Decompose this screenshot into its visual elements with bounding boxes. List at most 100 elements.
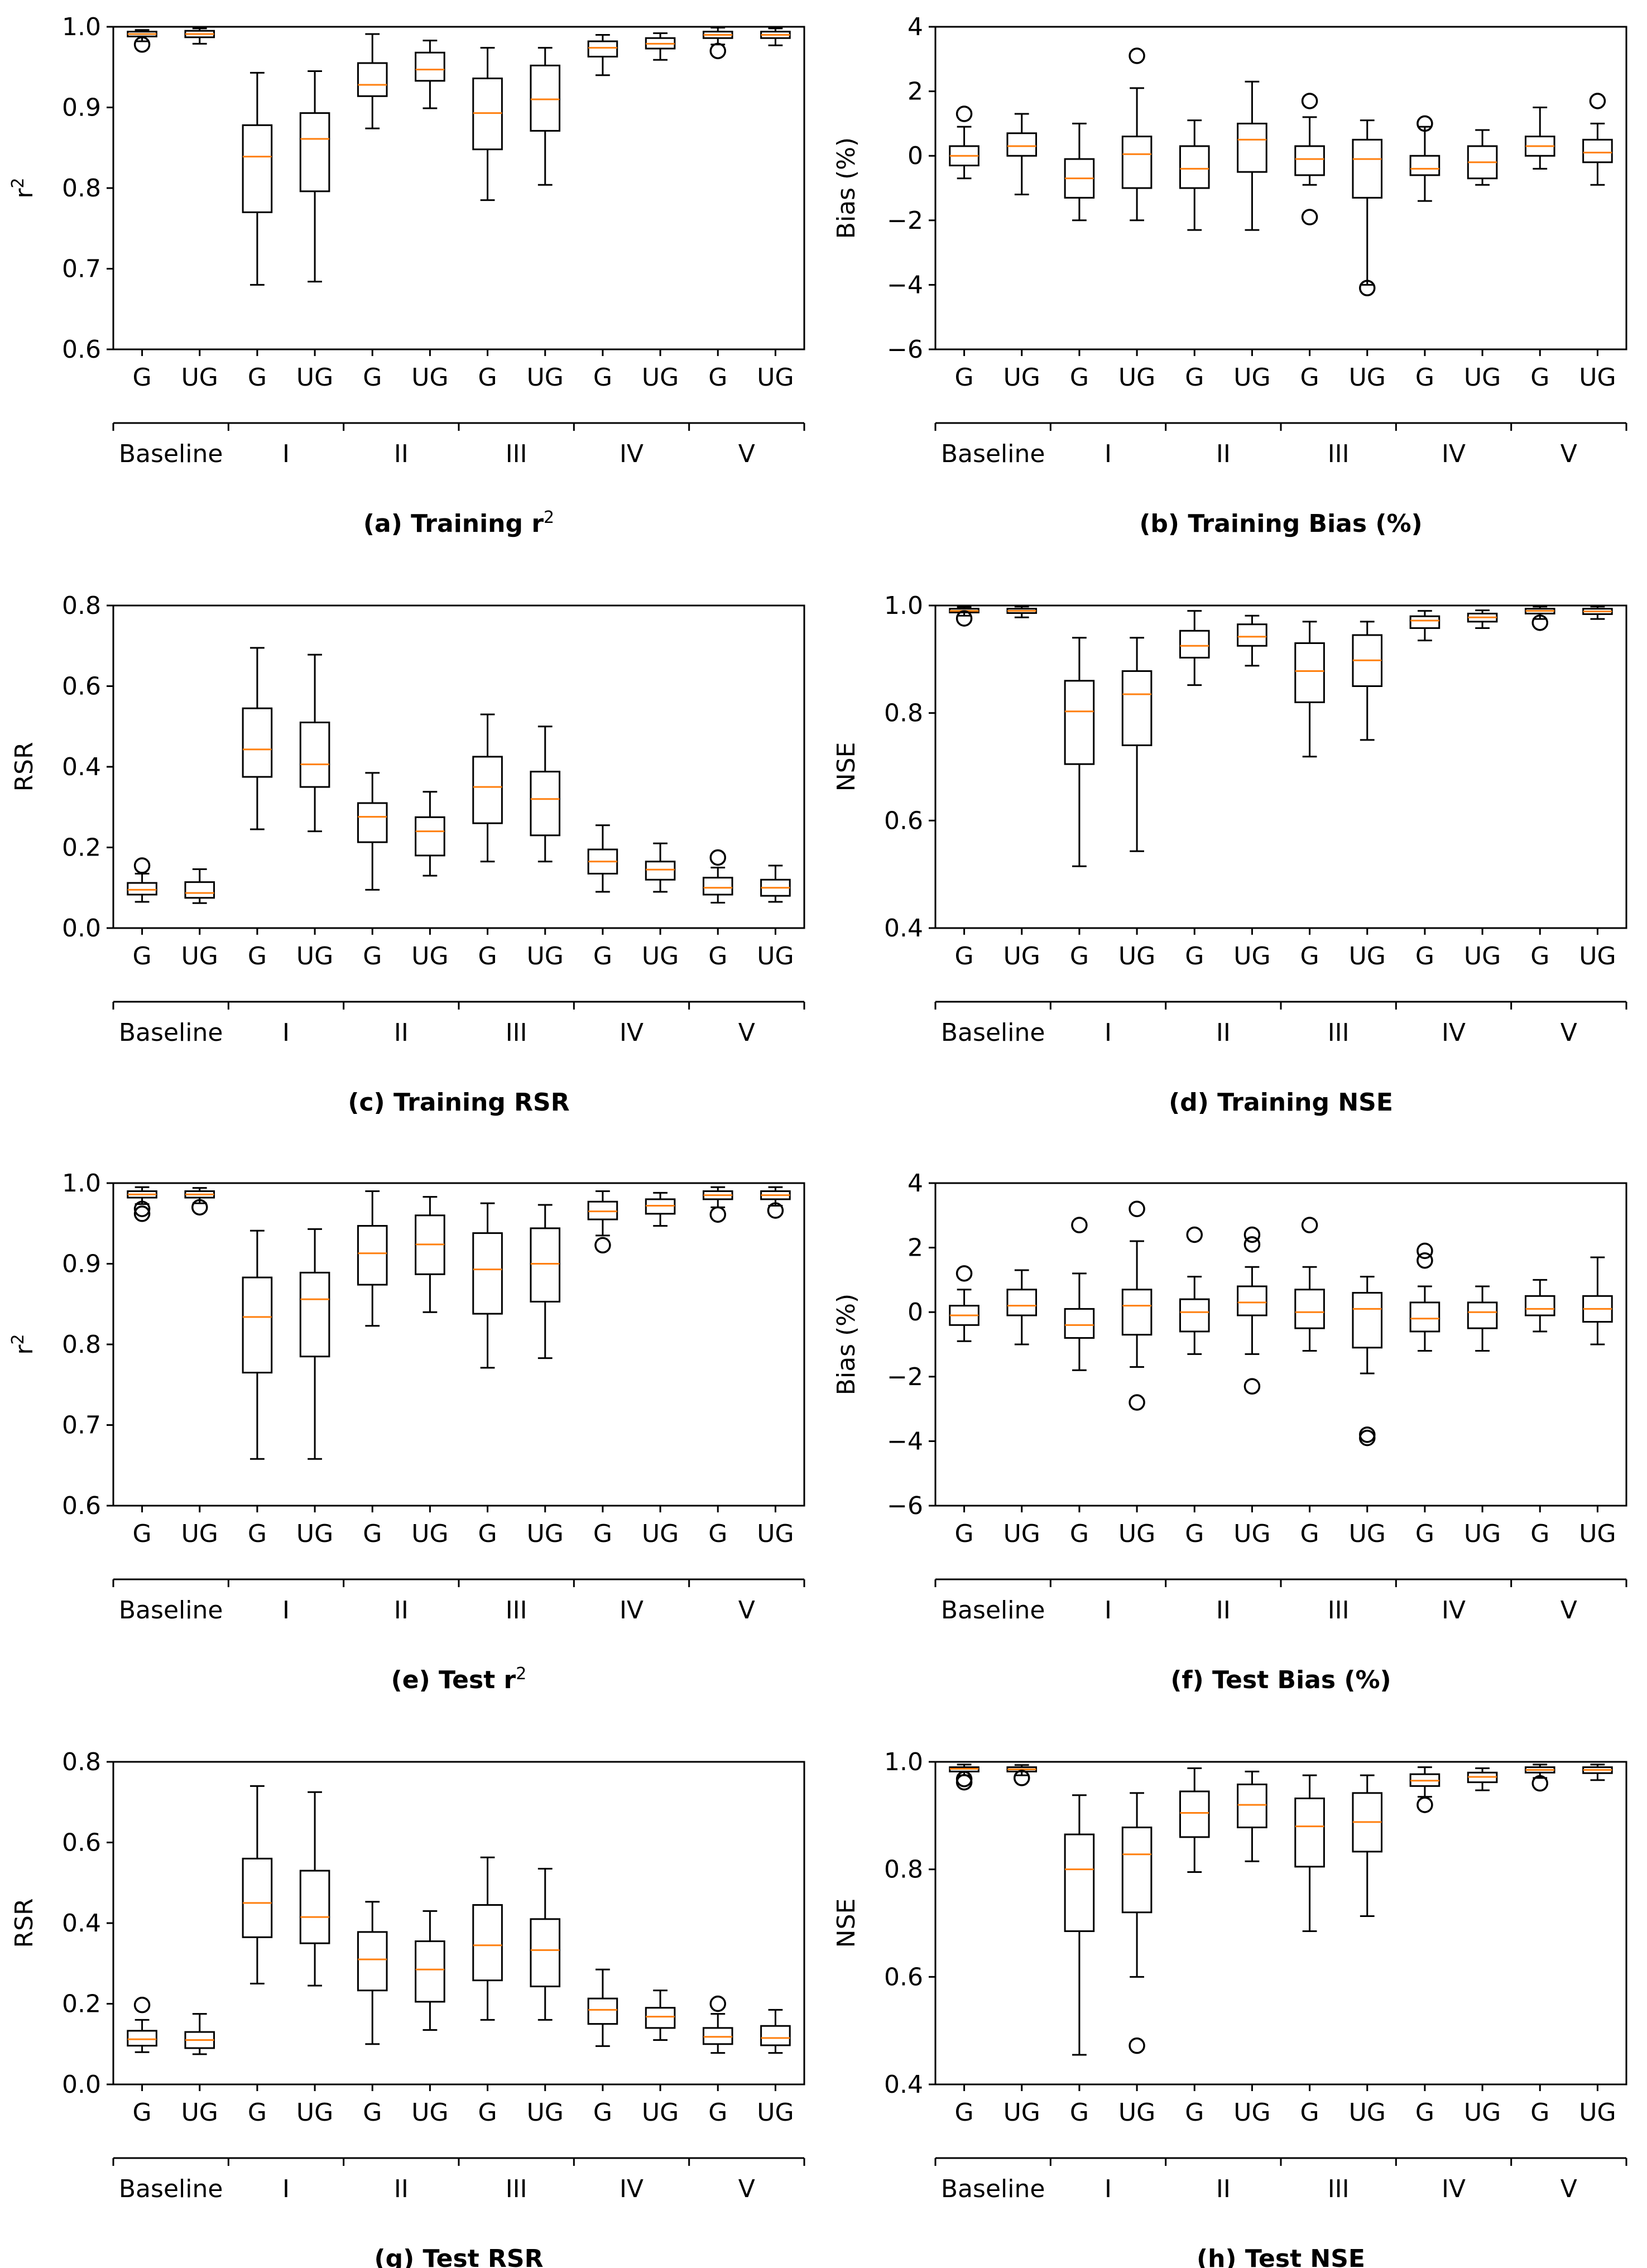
box-g <box>127 1996 157 2053</box>
panel-caption: (e) Test r2 <box>391 1664 527 1694</box>
x-tick-label: UG <box>296 2098 333 2127</box>
box-iqr <box>127 882 157 896</box>
box-ug <box>1582 1256 1613 1346</box>
box-iqr <box>1237 1783 1267 1829</box>
group-label: III <box>1328 1596 1350 1625</box>
x-tick-label: UG <box>1003 363 1040 392</box>
x-tick-label: G <box>363 1520 382 1548</box>
box-ug <box>184 2013 215 2055</box>
panel-d: 0.4 0.6 0.8 1.0 NSE G UG G UG G UG G UG G UG G UG Baselin… <box>832 592 1627 1117</box>
group-label: V <box>1560 1596 1577 1625</box>
box-iqr <box>587 40 618 57</box>
y-tick-label: 0.8 <box>62 592 101 620</box>
x-tick-label: G <box>478 942 497 970</box>
x-tick-label: UG <box>1349 1520 1386 1548</box>
x-tick-label: G <box>248 2098 267 2127</box>
group-label: V <box>1560 1018 1577 1047</box>
box-ug <box>184 27 215 45</box>
box-ug <box>645 842 676 893</box>
y-tick-label: 0.6 <box>62 1829 101 1857</box>
outlier-point <box>1416 1242 1433 1260</box>
outlier-point <box>1071 1217 1088 1233</box>
outlier-point <box>1243 1378 1261 1395</box>
x-tick-label: G <box>1300 942 1319 970</box>
x-tick-label: UG <box>757 363 794 392</box>
x-tick-label: UG <box>1118 2098 1155 2127</box>
box-iqr <box>242 124 273 213</box>
box-ug <box>530 1204 561 1359</box>
x-tick-label: G <box>708 942 727 970</box>
box-ug <box>645 1191 676 1227</box>
x-tick-label: G <box>478 1520 497 1548</box>
group-label: II <box>394 2175 409 2203</box>
x-tick-label: UG <box>1233 363 1270 392</box>
x-tick-label: UG <box>642 2098 679 2127</box>
x-tick-label: UG <box>527 363 564 392</box>
y-tick-label: 1.0 <box>884 592 923 620</box>
y-tick-label: 0.0 <box>62 914 101 943</box>
group-label: III <box>506 1018 527 1047</box>
box-ug <box>645 1990 676 2041</box>
y-tick-label: 0.8 <box>62 1748 101 1776</box>
x-tick-label: G <box>955 942 974 970</box>
box-iqr <box>242 1276 273 1374</box>
group-label: III <box>506 1596 527 1625</box>
group-label: V <box>738 440 755 468</box>
box-g <box>949 1764 979 1791</box>
box-ug <box>1237 614 1267 667</box>
x-tick-label: UG <box>411 2098 448 2127</box>
box-ug <box>1352 1774 1383 1917</box>
box-g <box>1294 1217 1325 1352</box>
x-tick-label: G <box>593 363 612 392</box>
y-tick-label: −2 <box>887 206 923 235</box>
box-g <box>1064 637 1095 867</box>
y-axis-label: NSE <box>832 1899 861 1948</box>
box-iqr <box>1064 1308 1095 1339</box>
x-tick-label: G <box>1070 942 1089 970</box>
box-ug <box>1006 1269 1038 1346</box>
outlier-point <box>955 1774 973 1791</box>
x-tick-label: UG <box>1233 1520 1270 1548</box>
box-iqr <box>1121 670 1153 746</box>
box-g <box>587 824 618 893</box>
group-label: III <box>1328 1018 1350 1047</box>
box-ug <box>1237 1770 1267 1862</box>
box-iqr <box>184 881 215 899</box>
outlier-point <box>1243 1226 1261 1243</box>
x-tick-label: UG <box>1579 942 1616 970</box>
group-label: II <box>1216 1596 1231 1625</box>
group-label: III <box>1328 2175 1350 2203</box>
axes-frame <box>934 26 1627 350</box>
panel-b: −6 −4 −2 0 2 4 Bias (%) G UG G UG G UG G UG G UG G UG Basel… <box>832 13 1627 538</box>
outlier-point <box>1301 1217 1318 1233</box>
outlier-point <box>133 857 151 874</box>
box-iqr <box>1179 630 1210 659</box>
box-ug <box>1006 606 1038 618</box>
axes-frame <box>112 1761 805 2086</box>
box-g <box>1294 1774 1325 1932</box>
group-label: II <box>1216 2175 1231 2203</box>
outlier-point <box>594 1237 611 1254</box>
y-axis-label: RSR <box>10 1898 39 1948</box>
x-tick-label: UG <box>1003 2098 1040 2127</box>
box-ug <box>1582 606 1613 620</box>
x-tick-label: G <box>1185 942 1204 970</box>
group-label: V <box>1560 440 1577 468</box>
x-tick-label: G <box>593 2098 612 2127</box>
x-tick-label: G <box>1415 363 1434 392</box>
x-tick-label: G <box>708 2098 727 2127</box>
box-g <box>1294 621 1325 758</box>
box-iqr <box>530 1918 561 1987</box>
y-tick-label: 0.6 <box>62 672 101 701</box>
box-iqr <box>1294 1798 1325 1868</box>
x-tick-label: UG <box>527 2098 564 2127</box>
box-iqr <box>1064 1833 1095 1932</box>
outlier-point <box>1359 280 1376 296</box>
panel-g: 0.0 0.2 0.4 0.6 0.8 RSR G UG G UG G UG G UG G UG G UG Base… <box>10 1748 805 2268</box>
x-tick-label: UG <box>642 942 679 970</box>
axes-frame <box>934 1182 1627 1507</box>
outlier-point <box>191 1199 208 1216</box>
box-g <box>949 105 979 180</box>
box-iqr <box>1524 1295 1555 1316</box>
box-ug <box>1467 609 1498 629</box>
